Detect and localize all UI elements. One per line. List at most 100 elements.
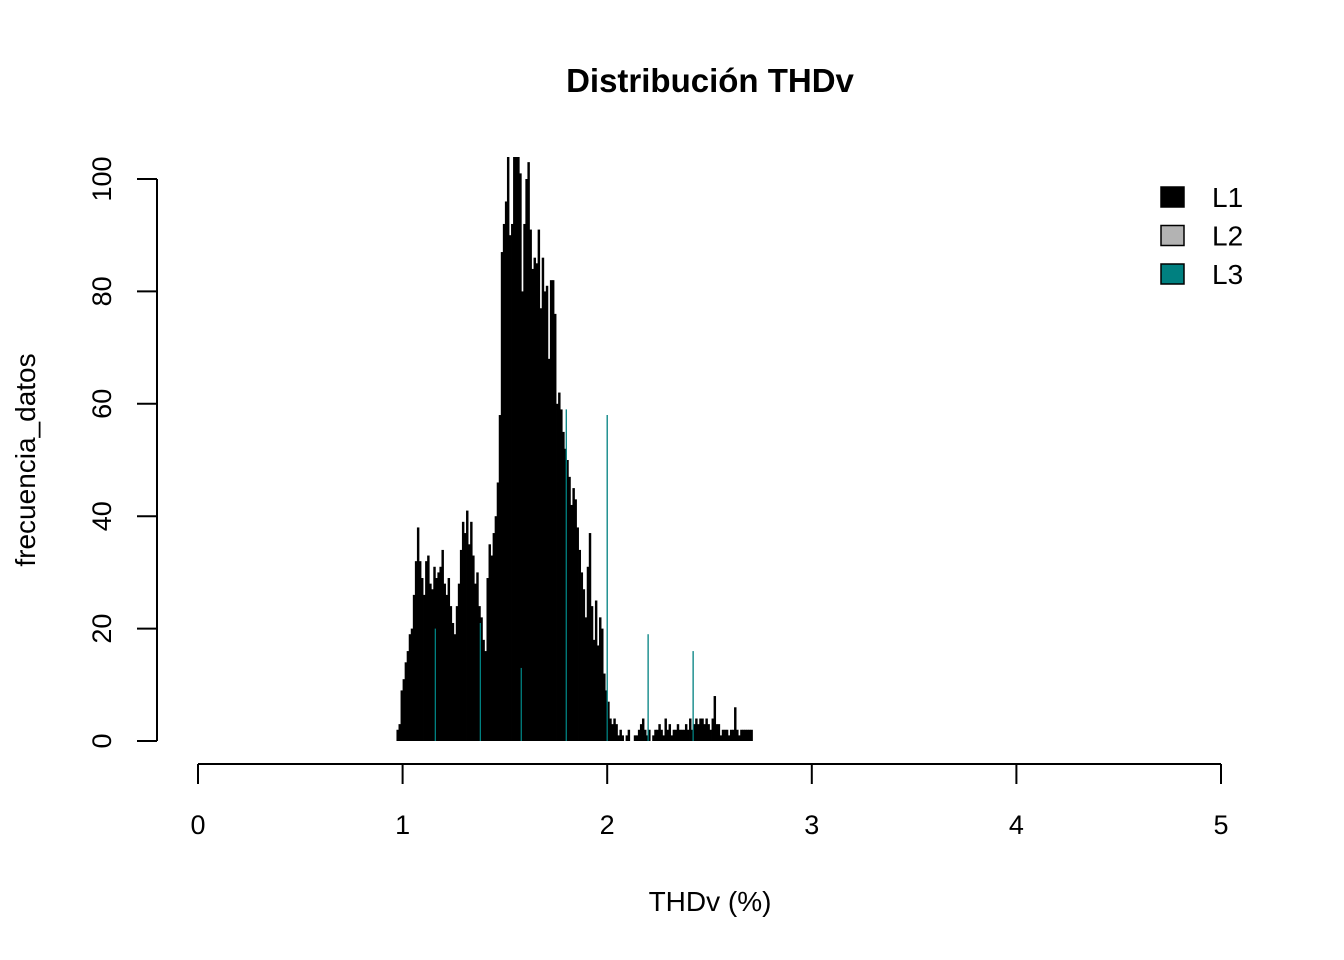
bar-l1 xyxy=(408,634,412,741)
bar-l1 xyxy=(558,392,561,741)
bar-l1 xyxy=(504,201,508,742)
bar-l1 xyxy=(691,729,694,741)
bar-l1 xyxy=(646,735,649,741)
bar-l1 xyxy=(480,617,483,741)
y-tick-label: 60 xyxy=(87,389,117,419)
bar-l1 xyxy=(535,263,539,741)
bar-l1 xyxy=(541,257,545,741)
bar-l1 xyxy=(515,157,518,741)
y-tick-label: 80 xyxy=(87,276,117,306)
y-tick-label: 20 xyxy=(87,614,117,644)
x-tick-label: 1 xyxy=(395,810,410,840)
bar-l1 xyxy=(719,735,723,741)
bar-l1 xyxy=(449,606,453,741)
bar-l1 xyxy=(729,729,733,741)
bar-l1 xyxy=(486,578,489,741)
series-l3-bars xyxy=(434,409,694,741)
legend-swatch xyxy=(1160,263,1185,285)
bar-l1 xyxy=(576,527,579,741)
y-axis: 0 20 40 60 80 100 xyxy=(87,156,158,749)
bar-l1 xyxy=(713,696,717,741)
bar-l1 xyxy=(652,735,655,741)
bar-l1 xyxy=(588,533,592,741)
bar-l1 xyxy=(521,291,524,741)
bar-l1 xyxy=(398,724,401,741)
bar-l1 xyxy=(482,639,485,741)
bar-l1 xyxy=(427,555,430,741)
legend-item-l1: L1 xyxy=(1160,182,1243,213)
bar-l1 xyxy=(545,285,549,741)
bar-l1 xyxy=(461,521,465,741)
bar-l1 xyxy=(418,561,422,741)
bar-l1 xyxy=(547,358,551,741)
bar-l1 xyxy=(686,729,690,741)
bar-l1 xyxy=(609,718,612,741)
bar-l1 xyxy=(570,504,573,741)
bar-l1 xyxy=(582,589,586,741)
bar-l1 xyxy=(605,690,608,741)
bar-l1 xyxy=(703,724,706,741)
bar-l1 xyxy=(474,583,477,741)
bar-l1 xyxy=(742,729,745,741)
bar-l1 xyxy=(404,662,408,741)
bar-l1 xyxy=(549,280,553,741)
bar-l1 xyxy=(682,729,686,741)
legend-item-l3: L3 xyxy=(1160,259,1243,290)
legend-swatch xyxy=(1160,224,1185,247)
bar-l1 xyxy=(590,606,594,741)
bar-l1 xyxy=(734,707,737,741)
bar-l1 xyxy=(680,729,684,741)
bar-l1 xyxy=(423,594,426,741)
bar-l1 xyxy=(639,724,643,741)
bar-l1 xyxy=(429,583,432,741)
bar-l1 xyxy=(644,729,647,741)
bar-l1 xyxy=(476,572,479,741)
bar-l1 xyxy=(693,724,696,741)
bar-l1 xyxy=(410,628,414,741)
bar-l1 xyxy=(746,729,749,741)
x-tick-label: 2 xyxy=(600,810,615,840)
bar-l1 xyxy=(574,499,577,741)
bar-l1 xyxy=(519,173,522,741)
legend-label: L2 xyxy=(1212,221,1243,252)
bar-l1 xyxy=(621,735,624,741)
bar-l1 xyxy=(594,600,598,741)
legend-swatch xyxy=(1160,186,1185,208)
bar-l1 xyxy=(455,606,459,741)
bar-l1 xyxy=(697,724,700,741)
bar-l1 xyxy=(627,729,631,741)
bar-l1 xyxy=(400,690,403,741)
bar-l1 xyxy=(468,544,471,741)
chart-title: Distribución THDv xyxy=(566,62,854,99)
bar-l1 xyxy=(437,572,440,741)
bar-l1 xyxy=(506,157,510,741)
bar-l1 xyxy=(560,409,563,741)
y-axis-label: frecuencia_datos xyxy=(10,353,41,566)
bar-l1 xyxy=(537,229,541,741)
bar-l1 xyxy=(711,718,714,741)
bar-l1 xyxy=(416,527,420,741)
y-tick-label: 40 xyxy=(87,501,117,531)
bar-l1 xyxy=(513,157,516,741)
bar-l1 xyxy=(511,223,514,741)
bar-l1 xyxy=(674,729,678,741)
bar-l1 xyxy=(498,415,502,741)
bar-l1 xyxy=(619,729,622,741)
bar-l1 xyxy=(478,606,481,741)
bar-l1 xyxy=(433,566,436,741)
bar-l1 xyxy=(744,729,747,741)
bar-l1 xyxy=(727,735,731,741)
bar-l1 xyxy=(556,403,559,741)
bar-l1 xyxy=(459,549,463,741)
bar-l1 xyxy=(748,729,751,741)
bar-l1 xyxy=(554,313,557,741)
bar-l1 xyxy=(584,617,588,741)
bar-l1 xyxy=(488,544,491,741)
bar-l1 xyxy=(463,533,467,741)
bar-l1 xyxy=(684,724,688,741)
bar-l1 xyxy=(572,488,575,741)
bar-l1 xyxy=(539,308,543,741)
x-tick-label: 3 xyxy=(804,810,819,840)
bar-l1 xyxy=(676,724,680,741)
bar-l1 xyxy=(551,280,555,741)
